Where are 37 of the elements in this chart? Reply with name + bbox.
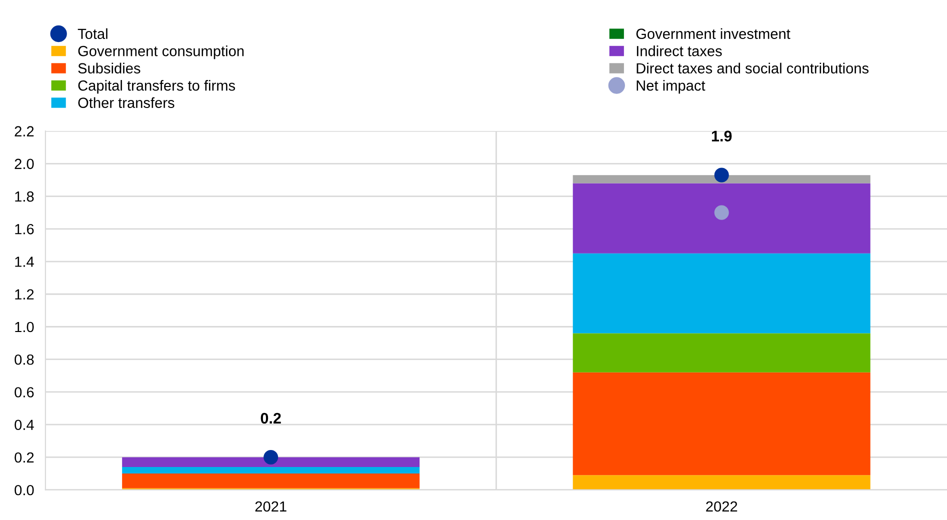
- x-tick-label: 2021: [255, 501, 286, 512]
- bar: [572, 253, 870, 334]
- bar: [122, 474, 420, 488]
- y-tick-label: 1.4: [15, 256, 34, 267]
- bar: [122, 457, 420, 468]
- data-label: 1.9: [712, 130, 732, 142]
- y-tick-label: 1.8: [15, 191, 34, 202]
- legend-label: Indirect taxes: [636, 46, 722, 56]
- y-tick-label: 0.0: [14, 484, 34, 496]
- y-tick-label: 0.6: [14, 387, 34, 398]
- y-tick-label: 1.2: [15, 289, 34, 300]
- x-tick-label: 2022: [706, 501, 738, 512]
- y-tick-label: 2.0: [14, 158, 34, 170]
- data-label: 0.2: [260, 412, 281, 424]
- bar: [572, 475, 870, 490]
- legend-label: Other transfers: [78, 97, 174, 108]
- y-tick-label: 0.8: [14, 354, 34, 365]
- legend-label: Government investment: [636, 28, 790, 40]
- legend-label: Subsidies: [78, 62, 140, 74]
- legend-label: Direct taxes and social contributions: [636, 62, 869, 74]
- point: [714, 168, 729, 182]
- y-tick-label: 1.0: [15, 322, 34, 332]
- bar: [122, 467, 420, 474]
- legend-label: Total: [78, 28, 108, 40]
- y-tick-label: 0.4: [14, 420, 34, 430]
- point: [264, 450, 278, 465]
- legend-label: Government consumption: [78, 46, 244, 60]
- y-tick-label: 2.2: [14, 126, 34, 136]
- y-tick-label: 0.2: [14, 452, 34, 463]
- bar: [572, 175, 870, 184]
- legend-label: Capital transfers to firms: [78, 80, 236, 94]
- point: [714, 205, 729, 220]
- legend-label: Net impact: [636, 80, 706, 94]
- bar: [572, 372, 870, 476]
- bar: [572, 183, 870, 254]
- y-tick-label: 1.6: [15, 224, 34, 234]
- bar: [572, 333, 870, 372]
